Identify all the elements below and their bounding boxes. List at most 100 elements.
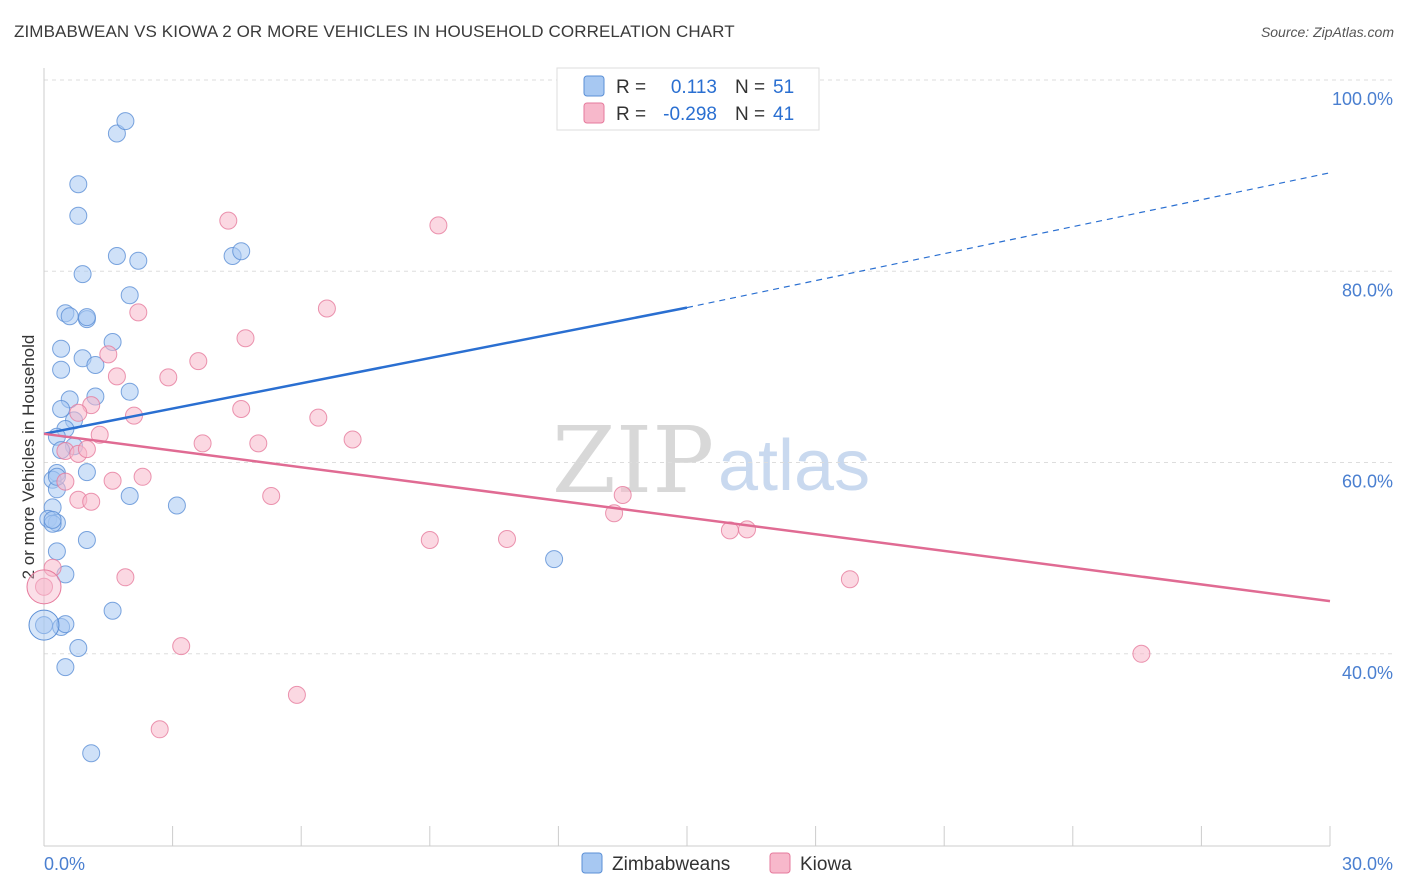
point-kiowa	[343, 430, 362, 449]
point-kiowa	[317, 299, 336, 318]
point-kiowa	[69, 403, 88, 422]
watermark-atlas: atlas	[718, 426, 870, 506]
point-zimbabweans	[69, 175, 88, 194]
point-zimbabweans	[167, 496, 186, 515]
point-kiowa-large	[26, 569, 62, 605]
y-axis-label: 2 or more Vehicles in Household	[19, 335, 38, 580]
top-legend: R = 0.113 N = 51 R = -0.298 N = 41	[556, 67, 820, 131]
point-zimbabweans	[52, 400, 71, 418]
y-tick-label: 80.0%	[1342, 280, 1393, 300]
point-kiowa	[613, 486, 632, 504]
y-axis-labels: 40.0% 60.0% 80.0% 100.0%	[1332, 89, 1393, 683]
point-kiowa	[232, 400, 251, 418]
legend-n-value-zimbabweans: 51	[773, 77, 794, 98]
x-axis-ticks	[172, 826, 1331, 846]
legend-r-label-0: R =	[616, 77, 646, 98]
legend-r-value-zimbabweans: 0.113	[671, 77, 717, 98]
x-tick-label-min: 0.0%	[44, 854, 85, 874]
point-kiowa	[172, 637, 191, 656]
point-zimbabweans	[69, 639, 88, 657]
legend-swatch-zimbabweans	[583, 75, 605, 97]
point-kiowa	[43, 558, 62, 577]
point-kiowa	[219, 211, 238, 230]
bottom-legend-label-zimbabweans: Zimbabweans	[612, 854, 730, 875]
point-kiowa	[90, 425, 109, 444]
point-kiowa	[236, 329, 255, 348]
watermark-zip: ZIP	[552, 407, 714, 514]
point-kiowa	[133, 467, 152, 486]
point-zimbabweans	[60, 307, 79, 326]
point-zimbabweans	[129, 251, 148, 270]
point-kiowa	[498, 530, 516, 548]
y-tick-label: 100.0%	[1332, 89, 1393, 109]
point-zimbabweans	[120, 286, 139, 305]
point-kiowa	[35, 577, 53, 596]
point-kiowa	[262, 487, 281, 505]
trend-lines	[43, 172, 1331, 603]
legend-r-label-1: R =	[616, 104, 646, 125]
point-kiowa	[116, 568, 135, 587]
point-zimbabweans	[52, 360, 71, 379]
point-zimbabweans	[86, 356, 105, 374]
point-zimbabweans	[120, 487, 139, 505]
point-zimbabweans	[47, 542, 66, 561]
legend-n-label-0: N =	[735, 77, 765, 98]
point-kiowa	[129, 303, 148, 322]
point-kiowa	[1132, 644, 1151, 663]
point-zimbabweans	[77, 531, 96, 549]
point-zimbabweans	[52, 339, 71, 358]
point-zimbabweans	[56, 615, 75, 634]
bottom-legend: Zimbabweans Kiowa	[581, 852, 852, 875]
point-zimbabweans-large	[28, 609, 60, 641]
bottom-legend-swatch-kiowa	[769, 852, 791, 874]
point-zimbabweans	[120, 382, 139, 401]
chart-source: Source: ZipAtlas.com	[1260, 24, 1394, 40]
point-zimbabweans	[69, 206, 88, 225]
point-zimbabweans	[82, 744, 101, 763]
trend-line-zimbabweans-extension	[686, 172, 1331, 309]
point-kiowa	[249, 434, 268, 453]
point-zimbabweans	[232, 242, 251, 261]
data-points	[26, 112, 1151, 763]
legend-swatch-kiowa	[583, 102, 605, 124]
y-tick-label: 40.0%	[1342, 663, 1393, 683]
point-zimbabweans	[43, 510, 62, 529]
legend-n-label-1: N =	[735, 104, 765, 125]
trend-line-kiowa	[43, 432, 1331, 603]
point-zimbabweans	[107, 124, 126, 143]
point-zimbabweans	[56, 658, 75, 677]
point-kiowa	[99, 345, 118, 364]
point-zimbabweans	[73, 265, 92, 284]
point-kiowa	[56, 472, 75, 491]
point-kiowa	[189, 352, 208, 371]
point-kiowa	[287, 685, 306, 704]
bottom-legend-swatch-zimbabweans	[581, 852, 603, 874]
point-kiowa	[193, 434, 212, 453]
trend-line-zimbabweans	[43, 306, 688, 436]
legend-n-value-kiowa: 41	[773, 104, 794, 125]
point-zimbabweans	[107, 247, 126, 265]
y-tick-label: 60.0%	[1342, 472, 1393, 492]
point-kiowa	[159, 368, 178, 387]
point-zimbabweans	[103, 601, 122, 620]
point-kiowa	[420, 531, 439, 549]
point-zimbabweans	[116, 112, 135, 131]
point-kiowa	[840, 570, 859, 589]
point-zimbabweans	[77, 463, 96, 482]
point-kiowa	[82, 492, 101, 511]
point-kiowa	[309, 408, 328, 427]
bottom-legend-label-kiowa: Kiowa	[800, 854, 852, 875]
point-zimbabweans	[77, 308, 96, 327]
chart-title: ZIMBABWEAN VS KIOWA 2 OR MORE VEHICLES I…	[14, 22, 735, 41]
point-kiowa	[429, 216, 448, 235]
x-tick-label-max: 30.0%	[1342, 854, 1393, 874]
gridlines	[44, 79, 1392, 655]
point-kiowa	[103, 471, 122, 490]
legend-r-value-kiowa: -0.298	[663, 104, 717, 125]
point-kiowa	[77, 440, 96, 459]
point-kiowa	[107, 367, 126, 386]
watermark: ZIP atlas	[552, 407, 870, 514]
point-kiowa	[150, 720, 169, 739]
point-zimbabweans	[545, 550, 564, 569]
